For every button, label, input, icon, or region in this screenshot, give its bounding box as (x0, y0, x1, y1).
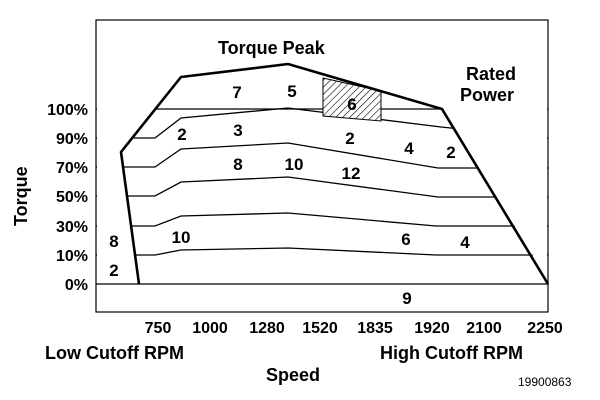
x-tick-label: 1835 (357, 320, 393, 337)
region-number: 3 (233, 121, 242, 140)
x-tick-label: 1280 (249, 320, 285, 337)
y-tick-label: 50% (56, 189, 88, 206)
region-number: 8 (233, 155, 242, 174)
region-number: 5 (287, 82, 296, 101)
region-number: 2 (109, 261, 118, 280)
region-number: 4 (460, 233, 470, 252)
y-tick-label: 0% (65, 277, 88, 294)
y-tick-label: 70% (56, 160, 88, 177)
x-axis-label: Speed (266, 365, 320, 385)
x-tick-label: 2250 (527, 320, 563, 337)
high-cutoff-label: High Cutoff RPM (380, 343, 523, 363)
y-tick-label: 10% (56, 248, 88, 265)
region-number: 4 (404, 139, 414, 158)
y-tick-labels: 100% 90% 70% 50% 30% 10% 0% (47, 102, 88, 294)
y-tick-label: 100% (47, 102, 88, 119)
region-number: 6 (347, 95, 356, 114)
rated-power-label-line2: Power (460, 85, 514, 105)
x-tick-label: 750 (145, 320, 172, 337)
region-number: 2 (446, 143, 455, 162)
low-cutoff-label: Low Cutoff RPM (45, 343, 184, 363)
region-number: 2 (345, 129, 354, 148)
region-number: 12 (342, 164, 361, 183)
x-tick-labels: 750 1000 1280 1520 1835 1920 2100 2250 (145, 320, 563, 337)
region-number: 8 (109, 232, 118, 251)
figure-id: 19900863 (518, 375, 572, 389)
x-tick-label: 2100 (466, 320, 502, 337)
region-number: 7 (232, 83, 241, 102)
y-axis-label: Torque (11, 166, 31, 226)
y-tick-label: 90% (56, 131, 88, 148)
region-number: 6 (401, 230, 410, 249)
envelope-mask (97, 21, 547, 283)
y-tick-label: 30% (56, 219, 88, 236)
rated-power-label-line1: Rated (466, 64, 516, 84)
region-number: 2 (177, 125, 186, 144)
torque-envelope (119, 62, 550, 285)
x-tick-label: 1520 (302, 320, 338, 337)
torque-peak-title: Torque Peak (218, 38, 326, 58)
x-tick-label: 1000 (192, 320, 228, 337)
region-number: 9 (402, 289, 411, 308)
region-numbers: 7 5 6 2 3 2 4 2 8 10 12 8 10 6 4 2 9 (109, 82, 470, 308)
region-number: 10 (172, 228, 191, 247)
x-tick-label: 1920 (414, 320, 450, 337)
plot-frame (95, 19, 549, 313)
region-number: 10 (285, 155, 304, 174)
